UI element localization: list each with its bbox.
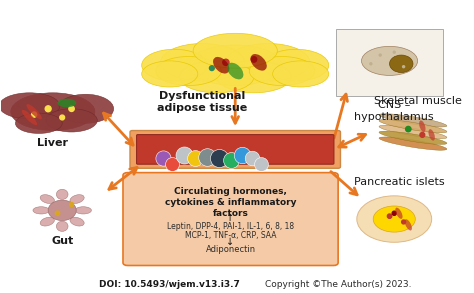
Point [238,153,246,158]
Point [54,211,61,216]
Point [215,156,223,161]
Text: Dysfunctional
adipose tissue: Dysfunctional adipose tissue [157,91,247,113]
Ellipse shape [189,45,282,86]
Point [180,153,188,158]
Ellipse shape [419,120,426,132]
Ellipse shape [142,49,207,81]
Point [191,156,199,161]
Ellipse shape [56,189,68,200]
Ellipse shape [11,93,95,131]
Text: Circulating hormones,
cytokines & inflammatory
factors: Circulating hormones, cytokines & inflam… [165,187,296,218]
Point [45,106,52,111]
Ellipse shape [70,195,84,203]
Point [248,156,255,161]
Ellipse shape [390,55,413,72]
Text: ↓: ↓ [227,237,235,247]
Ellipse shape [249,57,315,86]
FancyBboxPatch shape [137,134,334,164]
Point [376,53,384,57]
Text: ↑: ↑ [227,213,235,223]
Ellipse shape [217,61,292,93]
Point [367,62,374,66]
Ellipse shape [156,57,221,86]
Ellipse shape [57,94,114,123]
Ellipse shape [250,54,267,71]
Ellipse shape [16,113,62,133]
Point [30,112,38,117]
Ellipse shape [33,207,49,214]
Ellipse shape [373,206,415,232]
Point [391,211,398,216]
Point [227,157,234,162]
Ellipse shape [395,208,402,219]
Text: Liver: Liver [37,138,68,148]
Ellipse shape [22,110,37,125]
Text: Skeletal muscle: Skeletal muscle [374,96,462,106]
Ellipse shape [362,46,418,75]
Ellipse shape [160,43,245,81]
Ellipse shape [75,207,91,214]
Ellipse shape [193,33,277,68]
Ellipse shape [379,120,447,133]
Ellipse shape [179,61,254,93]
Ellipse shape [405,219,412,231]
FancyBboxPatch shape [130,131,340,168]
Ellipse shape [0,93,60,119]
Point [68,202,75,207]
Text: CNS –
hypothalamus: CNS – hypothalamus [355,100,434,122]
Point [203,154,211,159]
Ellipse shape [357,196,432,242]
Point [250,57,258,62]
Ellipse shape [213,57,229,74]
Ellipse shape [379,137,447,150]
Point [222,60,230,65]
Point [386,214,393,219]
Ellipse shape [40,217,55,226]
Ellipse shape [48,200,76,221]
FancyBboxPatch shape [123,173,338,265]
Ellipse shape [428,129,435,141]
Ellipse shape [273,61,329,87]
Ellipse shape [226,43,310,81]
Ellipse shape [46,109,97,132]
Ellipse shape [57,99,76,107]
Ellipse shape [379,125,447,139]
Point [391,50,398,54]
Point [404,127,412,132]
Point [400,220,407,224]
Point [419,132,426,137]
Ellipse shape [227,63,243,79]
Ellipse shape [56,221,68,231]
Ellipse shape [40,195,55,203]
Text: Leptin, DPP-4, PAI-1, IL-1, 6, 8, 18: Leptin, DPP-4, PAI-1, IL-1, 6, 8, 18 [167,222,294,231]
Ellipse shape [263,49,329,81]
Point [58,115,66,120]
Ellipse shape [27,104,42,119]
Ellipse shape [70,217,84,226]
FancyBboxPatch shape [336,29,443,96]
Ellipse shape [379,131,447,144]
Point [400,64,407,69]
Point [168,161,176,166]
Text: Pancreatic islets: Pancreatic islets [354,177,444,187]
Point [159,156,166,161]
Point [68,106,75,111]
Ellipse shape [142,61,198,87]
Point [257,161,265,166]
Ellipse shape [379,114,447,127]
Point [208,66,216,71]
Text: Adiponectin: Adiponectin [206,245,255,254]
Text: Gut: Gut [51,236,73,246]
Text: MCP-1, TNF-α, CRP, SAA: MCP-1, TNF-α, CRP, SAA [185,231,276,239]
Text: DOI: 10.5493/wjem.v13.i3.7: DOI: 10.5493/wjem.v13.i3.7 [100,280,240,289]
Text: Copyright ©The Author(s) 2023.: Copyright ©The Author(s) 2023. [265,280,411,289]
